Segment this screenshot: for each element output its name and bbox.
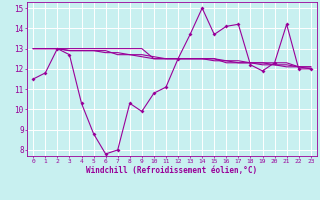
- X-axis label: Windchill (Refroidissement éolien,°C): Windchill (Refroidissement éolien,°C): [86, 166, 258, 175]
